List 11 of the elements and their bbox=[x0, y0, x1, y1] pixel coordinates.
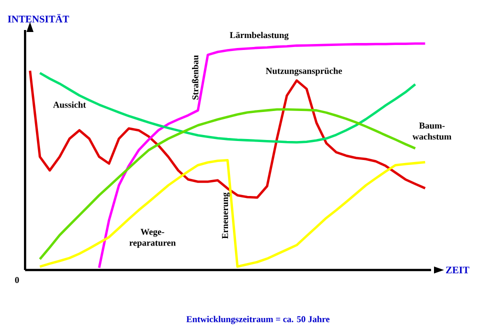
series-label: Nutzungsansprüche bbox=[266, 68, 342, 76]
y-axis-title: INTENSITÄT bbox=[8, 14, 70, 22]
text: Entwicklungszeitraum = ca. 50 Jahre bbox=[186, 316, 330, 324]
annotation: Straßenbau bbox=[192, 55, 198, 100]
series-label: Lärmbelastung bbox=[230, 32, 289, 40]
series-label: Baum- wachstum bbox=[412, 122, 452, 140]
series-label: Wege- reparaturen bbox=[129, 228, 176, 248]
series-label: Aussicht bbox=[53, 101, 86, 108]
text: 0 bbox=[15, 276, 19, 284]
x-axis-title: ZEIT bbox=[446, 266, 470, 274]
annotation: Erneuerung bbox=[222, 192, 230, 239]
